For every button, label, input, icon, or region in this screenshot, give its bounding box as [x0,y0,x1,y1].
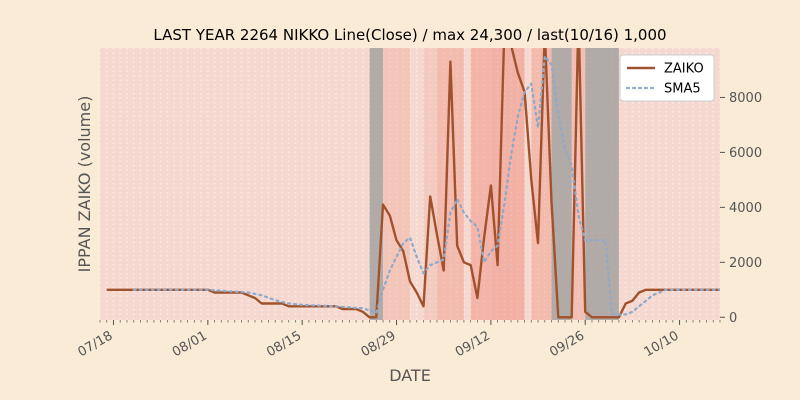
chart-title: LAST YEAR 2264 NIKKO Line(Close) / max 2… [153,26,666,44]
shaded-period [490,48,525,320]
legend-label-sma5: SMA5 [664,82,701,97]
shaded-period [531,48,552,320]
shaded-period [551,48,572,320]
y-tick-label: 2000 [729,256,762,271]
y-axis: 0 2000 4000 6000 8000 [720,91,762,326]
y-axis-label: IPPAN ZAIKO (volume) [75,96,94,273]
shaded-period [585,48,619,320]
y-tick-label: 6000 [729,146,762,161]
y-tick-label: 8000 [729,91,762,106]
plot-area [100,48,720,320]
legend: ZAIKO SMA5 [619,54,715,102]
x-axis-label: DATE [389,366,431,385]
y-tick-label: 0 [729,311,737,326]
legend-label-zaiko: ZAIKO [664,62,704,77]
series-line-zaiko [106,48,720,319]
y-tick-label: 4000 [729,201,762,216]
series-line-sma5 [132,55,720,316]
legend-box [619,54,715,102]
series-lines [106,48,720,319]
shaded-period [383,48,410,320]
shaded-period [369,48,384,320]
shaded-period [470,48,491,320]
